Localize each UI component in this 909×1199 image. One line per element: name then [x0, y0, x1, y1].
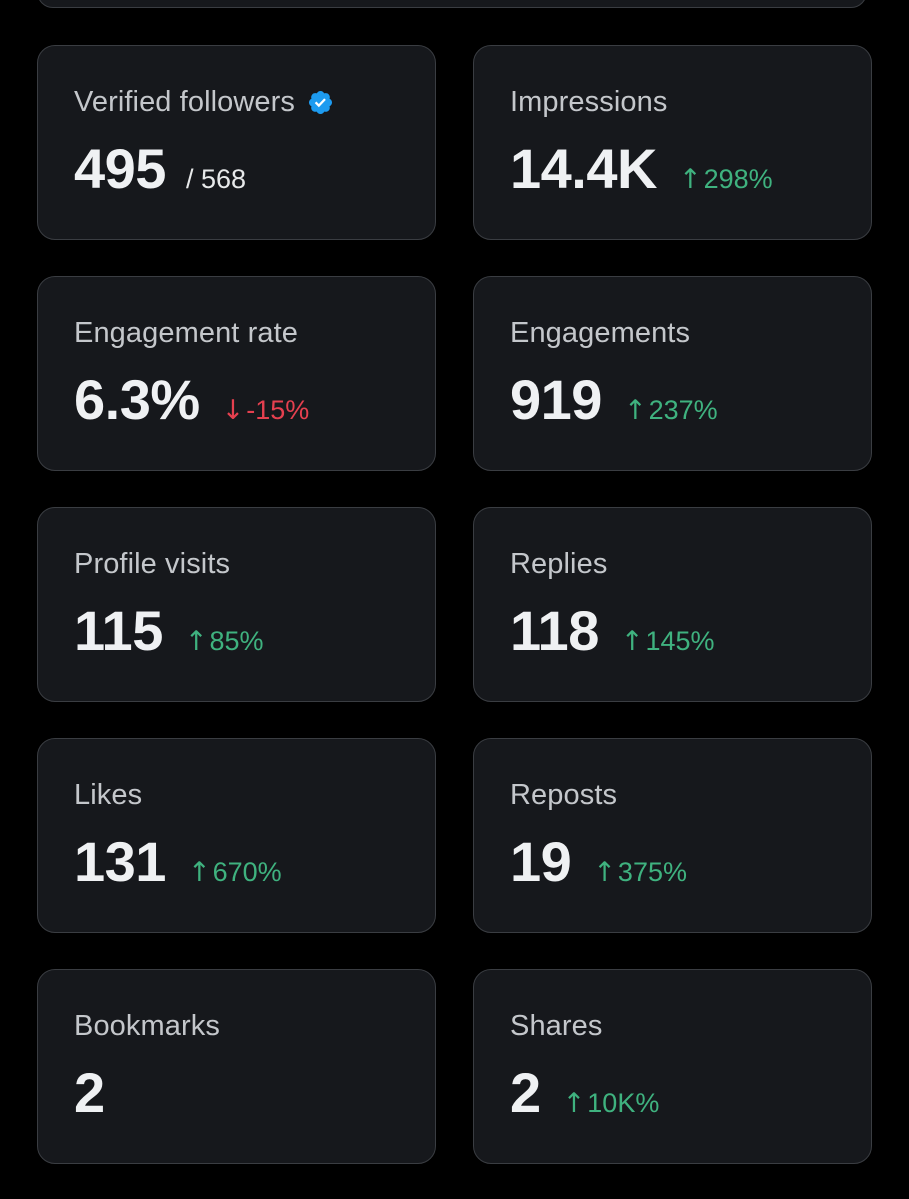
- metric-change: ↓ -15%: [221, 395, 310, 426]
- metric-value: 495: [74, 137, 166, 200]
- metric-value: 2: [510, 1061, 541, 1124]
- metric-card-likes[interactable]: Likes 131 ↑ 670%: [37, 738, 436, 933]
- metric-change: ↑ 145%: [620, 626, 715, 657]
- previous-card-edge: [37, 0, 867, 8]
- metric-change: ↑ 85%: [184, 626, 264, 657]
- metric-value: 118: [510, 599, 599, 662]
- metric-card-shares[interactable]: Shares 2 ↑ 10K%: [473, 969, 872, 1164]
- metric-label: Engagement rate: [74, 316, 298, 349]
- metric-card-verified-followers[interactable]: Verified followers 495 / 568: [37, 45, 436, 240]
- arrow-up-icon: ↑: [678, 164, 702, 195]
- metric-card-impressions[interactable]: Impressions 14.4K ↑ 298%: [473, 45, 872, 240]
- arrow-down-icon: ↓: [221, 395, 245, 426]
- metric-label: Replies: [510, 547, 608, 580]
- metric-card-engagements[interactable]: Engagements 919 ↑ 237%: [473, 276, 872, 471]
- metric-total: / 568: [185, 164, 246, 194]
- metric-label: Profile visits: [74, 547, 231, 580]
- metric-card-replies[interactable]: Replies 118 ↑ 145%: [473, 507, 872, 702]
- metric-value: 14.4K: [510, 137, 657, 200]
- arrow-up-icon: ↑: [593, 857, 616, 888]
- verified-badge-icon: [307, 89, 334, 116]
- metric-label: Shares: [510, 1009, 603, 1042]
- metric-card-engagement-rate[interactable]: Engagement rate 6.3% ↓ -15%: [37, 276, 436, 471]
- metric-value: 919: [510, 368, 602, 431]
- arrow-up-icon: ↑: [562, 1088, 586, 1119]
- metric-value: 2: [74, 1061, 105, 1124]
- metric-change: ↑ 670%: [187, 857, 282, 888]
- metric-value: 115: [74, 599, 163, 662]
- metric-card-reposts[interactable]: Reposts 19 ↑ 375%: [473, 738, 872, 933]
- metric-value: 19: [510, 830, 572, 893]
- metric-label: Impressions: [510, 85, 668, 118]
- metric-card-profile-visits[interactable]: Profile visits 115 ↑ 85%: [37, 507, 436, 702]
- arrow-up-icon: ↑: [623, 395, 647, 426]
- arrow-up-icon: ↑: [184, 626, 208, 657]
- arrow-up-icon: ↑: [620, 626, 644, 657]
- metrics-grid: Verified followers 495 / 568 Impressions…: [37, 45, 872, 1164]
- metric-value: 6.3%: [74, 368, 200, 431]
- metric-label: Engagements: [510, 316, 691, 349]
- metric-change: ↑ 10K%: [562, 1088, 660, 1119]
- arrow-up-icon: ↑: [187, 857, 211, 888]
- metric-change: ↑ 298%: [678, 164, 773, 195]
- metric-label: Verified followers: [74, 85, 296, 118]
- metric-card-bookmarks[interactable]: Bookmarks 2: [37, 969, 436, 1164]
- metric-label: Likes: [74, 778, 143, 811]
- metric-label: Reposts: [510, 778, 618, 811]
- metric-change: ↑ 237%: [623, 395, 718, 426]
- metric-label: Bookmarks: [74, 1009, 220, 1042]
- metric-change: ↑ 375%: [593, 857, 687, 888]
- metric-value: 131: [74, 830, 166, 893]
